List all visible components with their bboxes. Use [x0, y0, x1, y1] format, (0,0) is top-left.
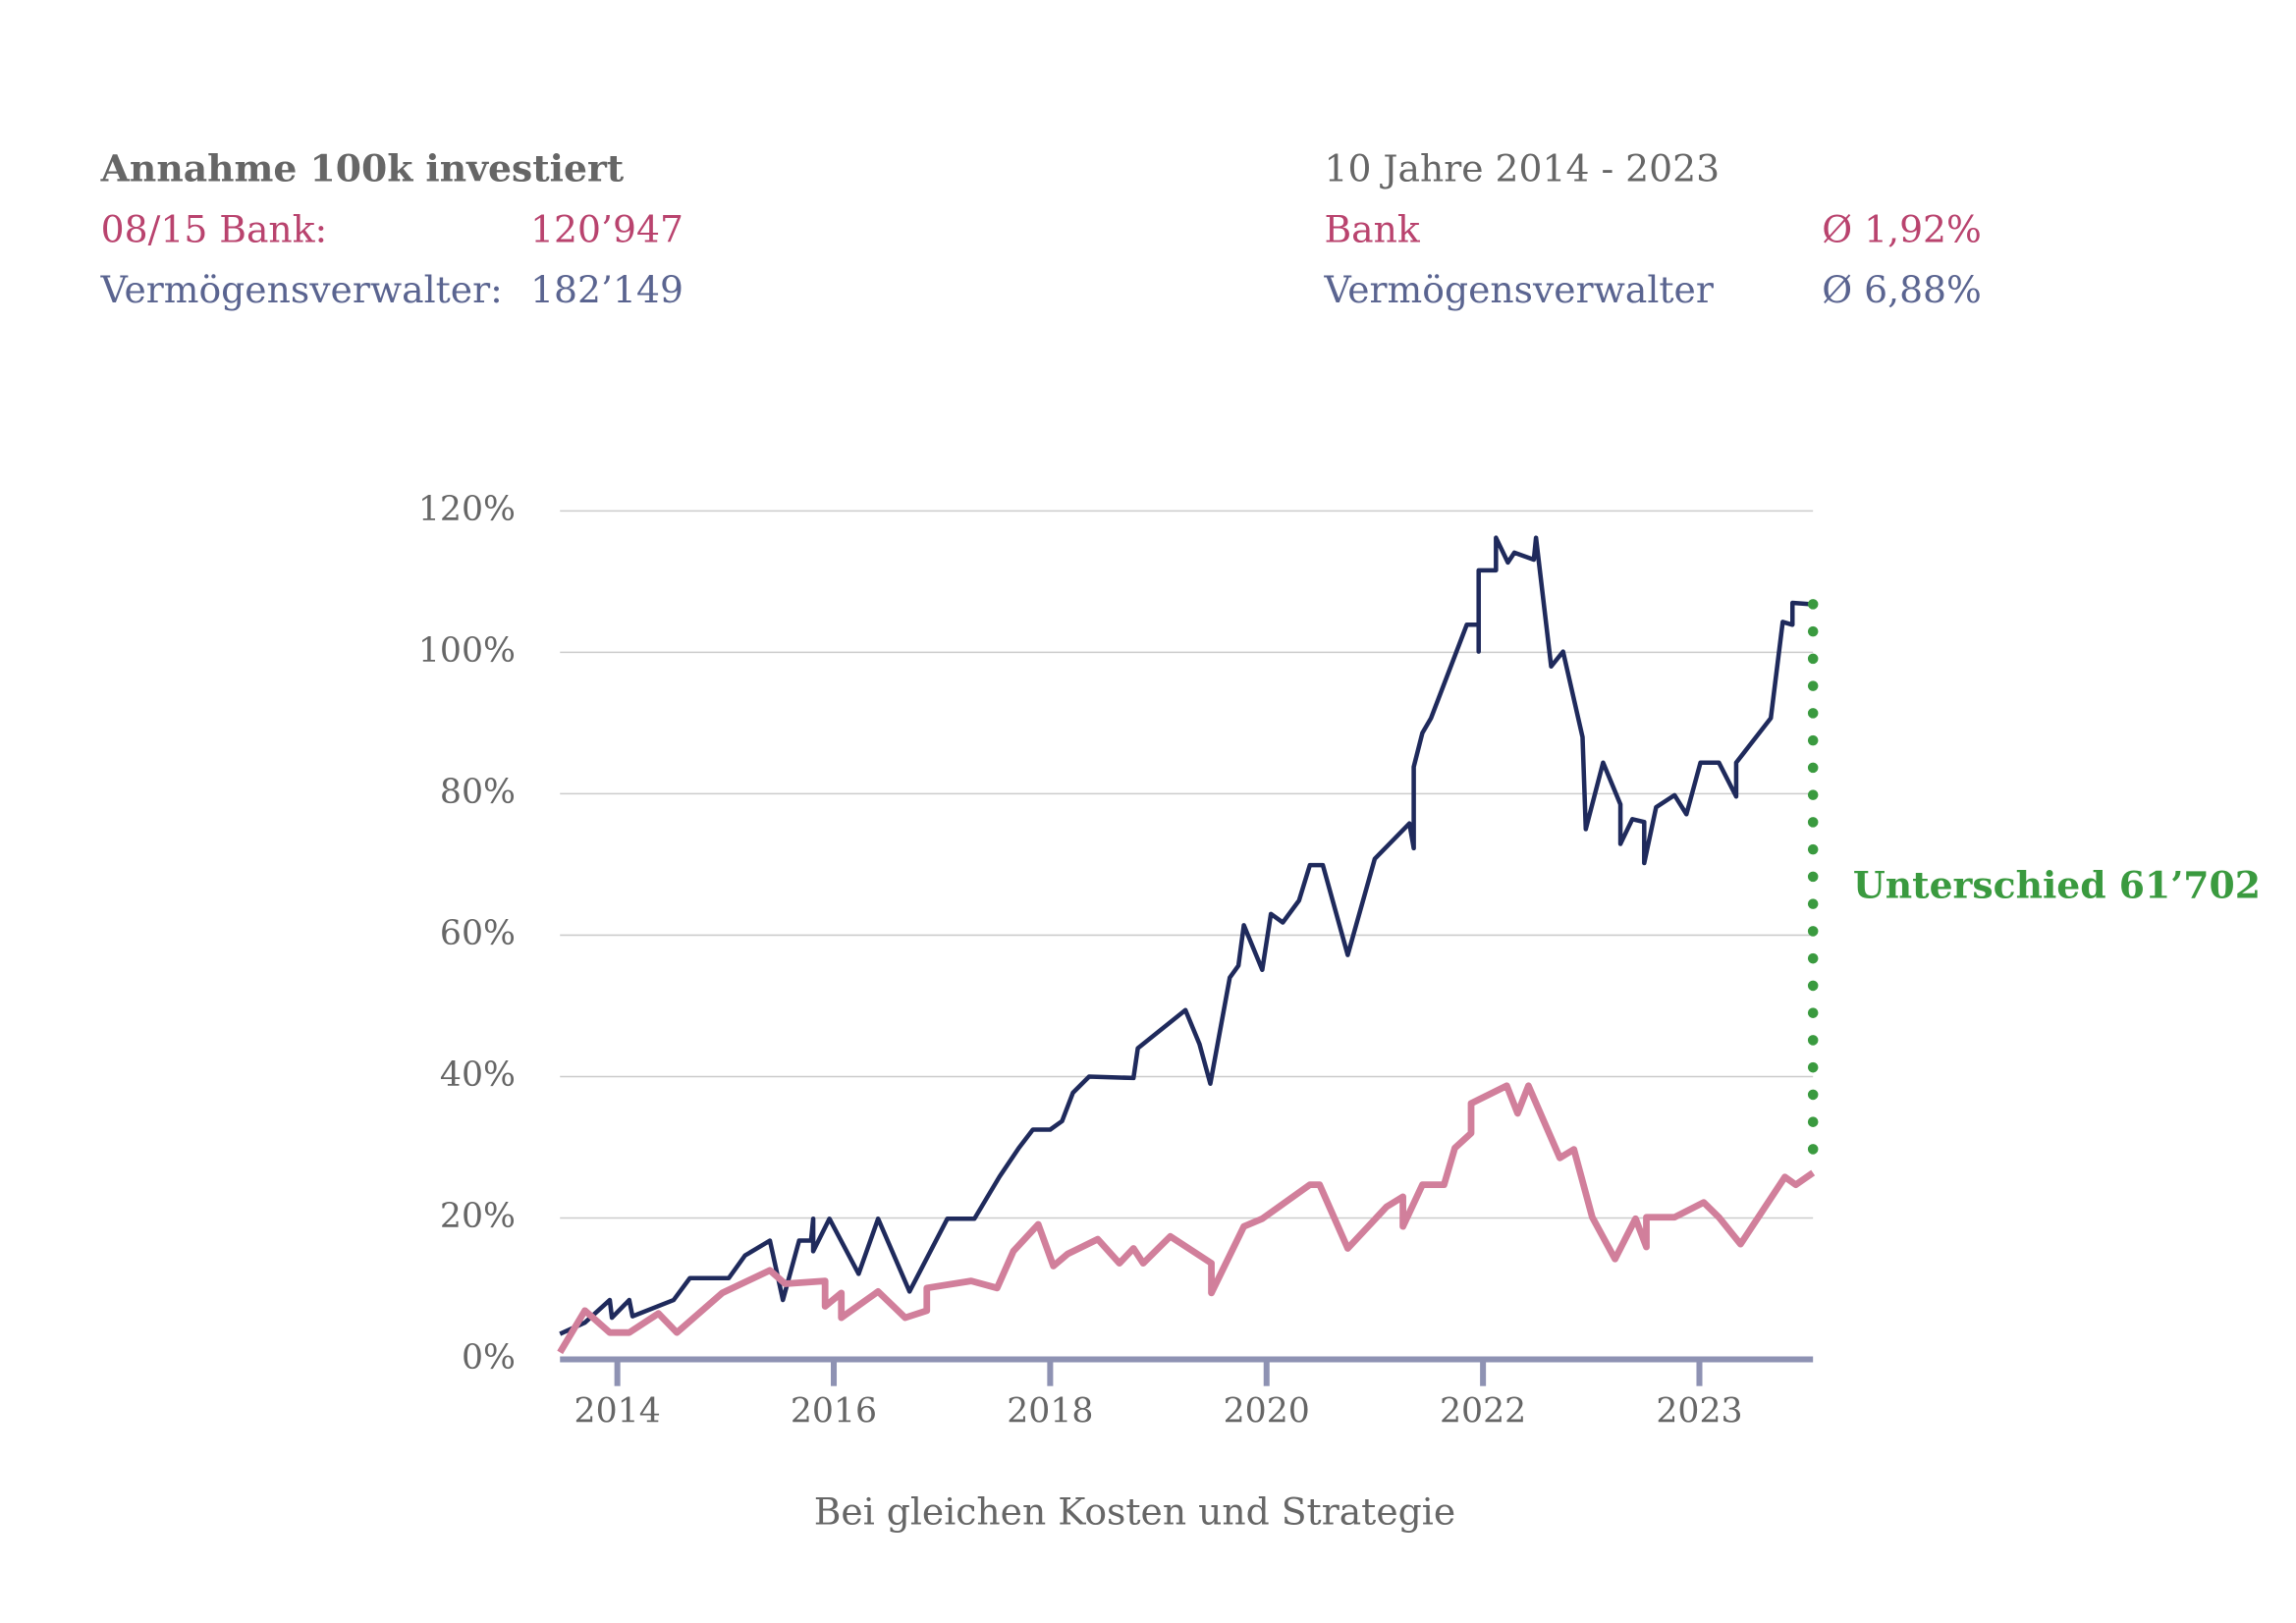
header-label: Vermögensverwalter: [100, 268, 503, 311]
series-line [557, 1082, 1816, 1355]
header-label: Vermögensverwalter [1323, 268, 1714, 311]
y-tick-label: 120% [418, 490, 516, 529]
header-label: Bank [1324, 207, 1420, 250]
header-label: 08/15 Bank: [101, 207, 328, 250]
x-tick-label: 2023 [1656, 1391, 1742, 1431]
header-value: Ø 1,92% [1822, 207, 1982, 250]
header-title: Annahme 100k investiert [100, 146, 625, 189]
y-tick-label: 40% [440, 1055, 516, 1095]
y-tick-label: 100% [418, 631, 516, 671]
x-tick-label: 2016 [791, 1391, 877, 1431]
caption: Bei gleichen Kosten und Strategie [814, 1489, 1455, 1533]
series-line [559, 535, 1812, 1336]
header-value: 120’947 [530, 207, 683, 250]
y-tick-label: 80% [440, 773, 516, 812]
y-tick-label: 0% [462, 1338, 516, 1378]
x-tick-label: 2018 [1007, 1391, 1093, 1431]
header-value: Ø 6,88% [1822, 268, 1982, 311]
x-tick-label: 2014 [574, 1391, 661, 1431]
y-tick-label: 60% [440, 914, 516, 953]
x-tick-label: 2020 [1224, 1391, 1310, 1431]
x-tick-label: 2022 [1440, 1391, 1526, 1431]
header-value: 182’149 [530, 268, 683, 311]
y-tick-label: 20% [440, 1197, 516, 1236]
header-title: 10 Jahre 2014 - 2023 [1324, 146, 1720, 189]
annotation: Unterschied 61’702 [1853, 863, 2261, 906]
